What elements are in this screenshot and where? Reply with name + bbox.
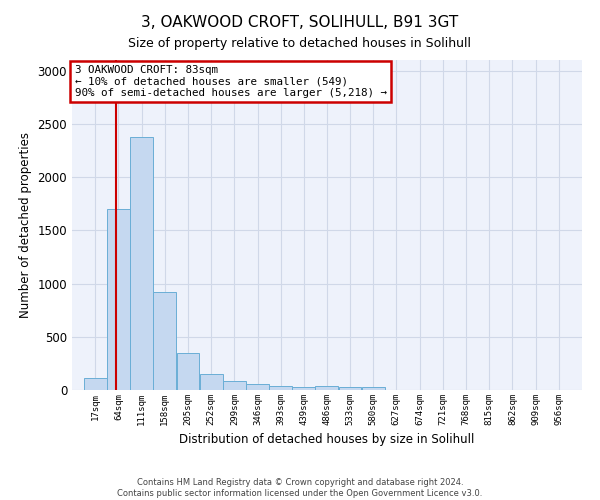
Bar: [338, 388, 361, 390]
Text: 3 OAKWOOD CROFT: 83sqm
← 10% of detached houses are smaller (549)
90% of semi-de: 3 OAKWOOD CROFT: 83sqm ← 10% of detached…: [74, 65, 386, 98]
Y-axis label: Number of detached properties: Number of detached properties: [19, 132, 32, 318]
Bar: [154, 292, 176, 390]
Bar: [84, 378, 107, 390]
Bar: [176, 352, 199, 390]
Bar: [223, 381, 246, 390]
Bar: [269, 386, 292, 390]
Bar: [316, 386, 338, 390]
Bar: [107, 209, 130, 390]
Bar: [292, 388, 315, 390]
Text: 3, OAKWOOD CROFT, SOLIHULL, B91 3GT: 3, OAKWOOD CROFT, SOLIHULL, B91 3GT: [142, 15, 458, 30]
Bar: [130, 136, 153, 390]
Bar: [362, 387, 385, 390]
Text: Size of property relative to detached houses in Solihull: Size of property relative to detached ho…: [128, 38, 472, 51]
Bar: [200, 374, 223, 390]
X-axis label: Distribution of detached houses by size in Solihull: Distribution of detached houses by size …: [179, 434, 475, 446]
Bar: [246, 384, 269, 390]
Text: Contains HM Land Registry data © Crown copyright and database right 2024.
Contai: Contains HM Land Registry data © Crown c…: [118, 478, 482, 498]
